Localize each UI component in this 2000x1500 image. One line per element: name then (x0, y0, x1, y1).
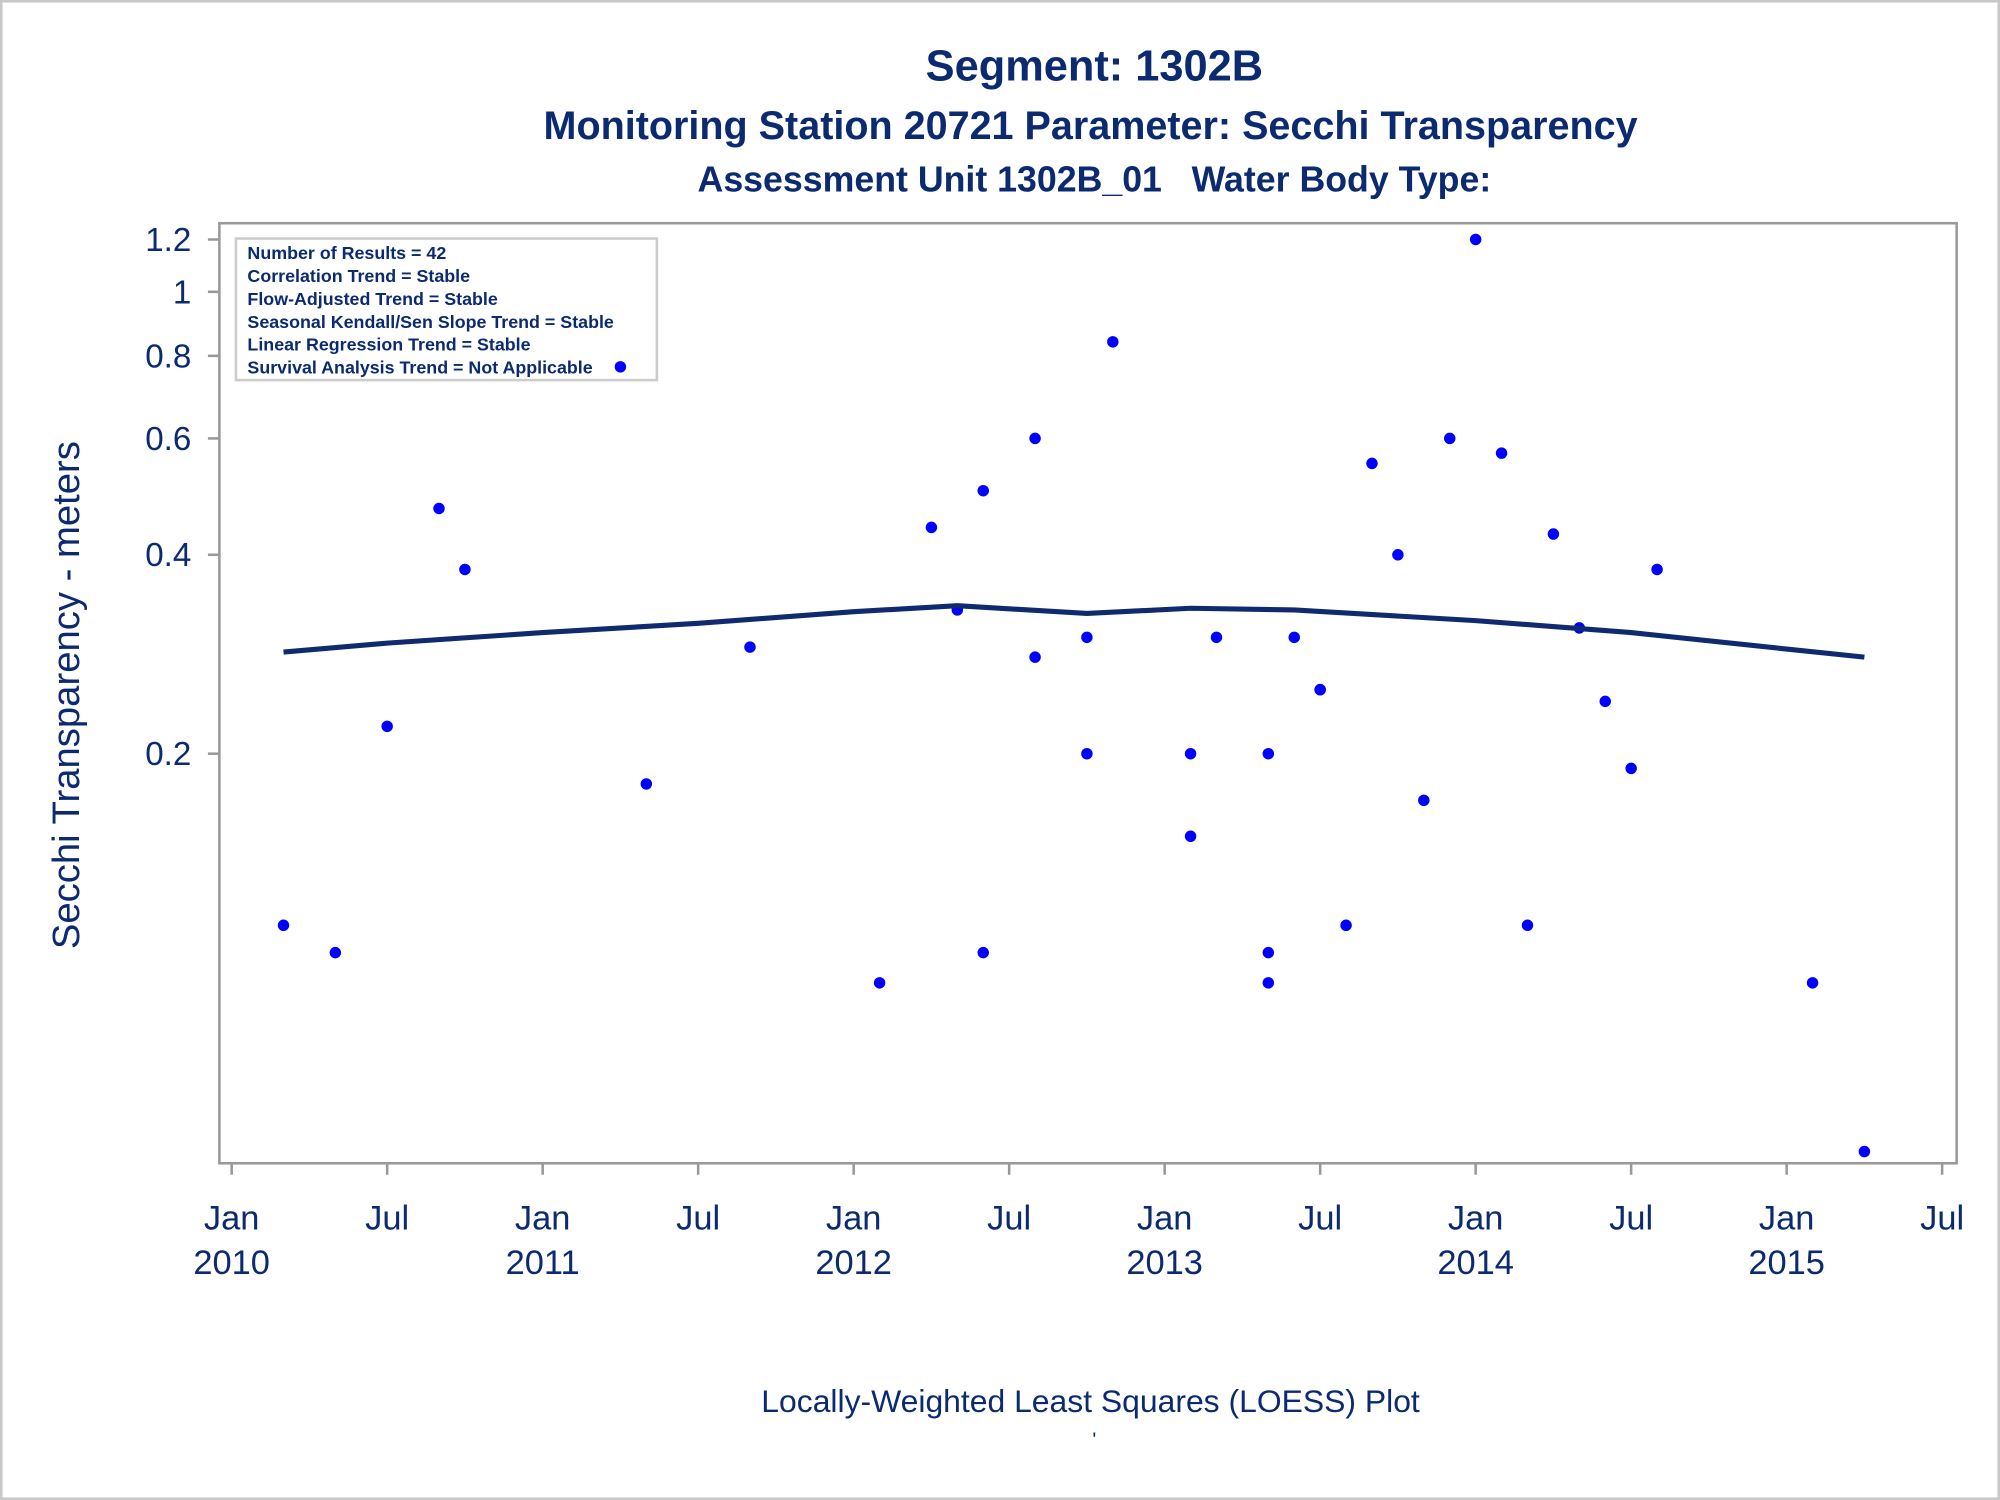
point (1262, 946, 1275, 959)
point (381, 720, 393, 733)
x-tick-label: Jan 2013 (1126, 1200, 1203, 1283)
footer: Locally-Weighted Least Squares (LOESS) P… (761, 1383, 1420, 1419)
annotation-box (234, 237, 659, 382)
y-tick-label: 0.2 (145, 736, 191, 773)
point (1418, 794, 1430, 807)
point (1625, 762, 1637, 775)
chart-subtitle2: Assessment Unit 1302B_01 Water Body Type… (698, 159, 1492, 199)
x-tick-label: Jul (365, 1200, 409, 1238)
x-tick-label: Jul (987, 1200, 1031, 1238)
footnote: ' (1092, 1429, 1096, 1451)
x-tick-label: Jan 2015 (1748, 1200, 1825, 1283)
x-tick-label: Jan 2010 (193, 1200, 270, 1283)
point (1392, 549, 1404, 561)
y-tick-label: 0.6 (145, 421, 191, 458)
point (1366, 457, 1378, 470)
point (640, 778, 653, 790)
point (977, 946, 989, 959)
annotation: Seasonal Kendall/Sen Slope Trend = Stabl… (247, 312, 613, 332)
point (1806, 977, 1819, 989)
point (1469, 233, 1482, 246)
x-tick-label: Jan 2014 (1437, 1200, 1514, 1283)
point (1651, 563, 1663, 576)
x-tick-label: Jul (1298, 1200, 1342, 1238)
point (1858, 1145, 1871, 1158)
annotation: Linear Regression Trend = Stable (247, 335, 530, 355)
x-tick-label: Jan 2012 (815, 1200, 892, 1283)
point (1443, 432, 1456, 445)
loess-line (283, 603, 1865, 660)
point (614, 361, 627, 373)
point (925, 521, 938, 534)
point (1262, 977, 1275, 989)
x-tick-label: Jul (1920, 1200, 1964, 1238)
x-tick-label: Jul (676, 1200, 720, 1238)
point (1210, 631, 1223, 644)
x-tick-label: Jul (1609, 1200, 1653, 1238)
annotation: Flow-Adjusted Trend = Stable (247, 289, 497, 309)
point (744, 641, 756, 653)
x-tick-label: Jan 2011 (506, 1200, 580, 1283)
annotation: Number of Results = 42 (247, 243, 446, 263)
point (1081, 747, 1093, 760)
point (329, 946, 342, 959)
chart-title: Segment: 1302B (926, 42, 1263, 90)
point (1107, 336, 1119, 348)
point (873, 977, 886, 989)
point (1314, 683, 1326, 696)
point (1081, 631, 1093, 644)
point (1184, 830, 1197, 843)
point (1340, 919, 1352, 932)
point (1547, 528, 1560, 540)
point (459, 563, 471, 576)
point (433, 502, 445, 515)
y-tick-label: 0.8 (145, 338, 191, 375)
y-tick-label: 0.4 (145, 537, 191, 574)
annotation: Correlation Trend = Stable (247, 266, 470, 286)
y-axis-label: Secchi Transparency - meters (45, 441, 88, 949)
point (1262, 747, 1275, 760)
plot-frame (218, 221, 1958, 1165)
point (1495, 447, 1508, 459)
point (977, 484, 989, 497)
point (1184, 747, 1197, 760)
point (277, 919, 290, 932)
point (1599, 695, 1611, 708)
y-tick-label: 1 (173, 274, 191, 311)
y-tick-label: 1.2 (145, 222, 191, 259)
point (1029, 432, 1041, 445)
chart-subtitle: Monitoring Station 20721 Parameter: Secc… (544, 104, 1638, 148)
point (1288, 631, 1300, 644)
point (1521, 919, 1534, 932)
point (1029, 651, 1041, 663)
annotation: Survival Analysis Trend = Not Applicable (247, 358, 592, 378)
